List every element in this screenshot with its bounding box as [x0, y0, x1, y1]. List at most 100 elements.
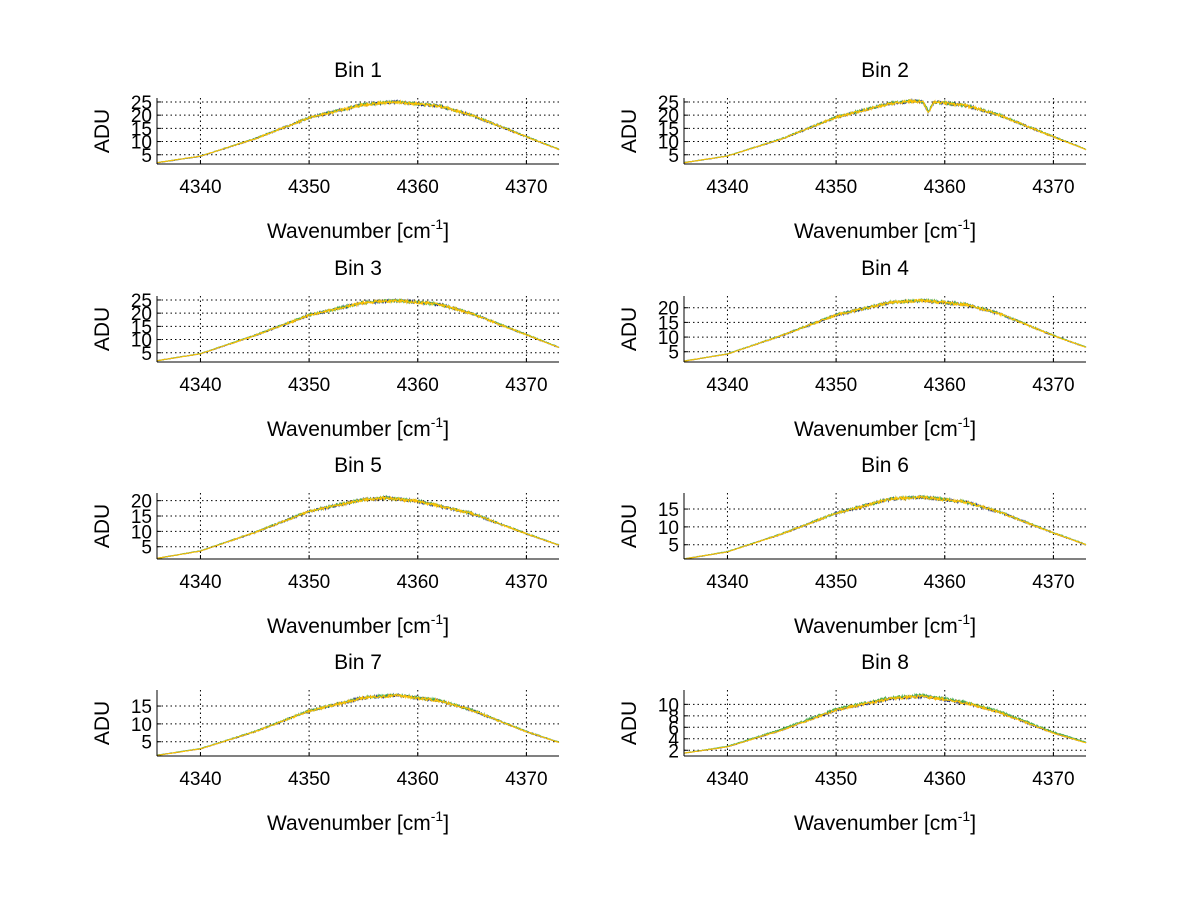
y-tick-label-bin-1-3: 20 — [131, 106, 152, 127]
x-axis-label-end-bin-7: ] — [443, 812, 449, 835]
x-axis-label-end-bin-4: ] — [970, 418, 976, 441]
series-line-bin-3-yellow — [157, 298, 560, 362]
x-tick-label-bin-3-2: 4360 — [397, 375, 439, 396]
y-tick-label-bin-2-1: 10 — [658, 133, 679, 154]
series-line-bin-2-yellow — [683, 98, 1086, 164]
y-tick-label-bin-1-4: 25 — [131, 93, 152, 114]
y-tick-label-bin-3-0: 5 — [141, 344, 152, 365]
x-tick-label-bin-3-3: 4370 — [505, 375, 547, 396]
y-axis-label-bin-1: ADU — [91, 109, 114, 153]
x-tick-label-bin-8-1: 4350 — [815, 769, 857, 790]
y-tick-label-bin-6-1: 10 — [658, 518, 679, 539]
x-axis-label-text-bin-6: Wavenumber [cm — [794, 615, 958, 638]
x-tick-label-bin-1-3: 4370 — [505, 177, 547, 198]
x-axis-label-superscript-bin-6: -1 — [958, 611, 971, 627]
x-tick-label-bin-7-1: 4350 — [288, 769, 330, 790]
y-axis-label-bin-8: ADU — [618, 701, 641, 745]
y-tick-label-bin-4-3: 20 — [658, 299, 679, 320]
series-line-bin-8-yellow — [683, 694, 1087, 754]
x-tick-label-bin-6-1: 4350 — [815, 572, 857, 593]
x-tick-label-bin-1-0: 4340 — [179, 177, 221, 198]
x-axis-label-superscript-bin-8: -1 — [958, 808, 971, 824]
y-axis-label-bin-2: ADU — [618, 109, 641, 153]
x-axis-label-bin-7: Wavenumber [cm-1] — [267, 808, 449, 835]
x-tick-label-bin-5-1: 4350 — [288, 572, 330, 593]
y-tick-label-bin-3-2: 15 — [131, 317, 152, 338]
x-axis-label-bin-2: Wavenumber [cm-1] — [794, 216, 976, 243]
y-tick-label-bin-3-3: 20 — [131, 304, 152, 325]
x-axis-label-end-bin-8: ] — [970, 812, 976, 835]
y-tick-label-bin-7-1: 10 — [131, 715, 152, 736]
series-line-bin-4-yellow — [684, 298, 1087, 362]
y-tick-label-bin-1-1: 10 — [131, 133, 152, 154]
y-tick-label-bin-2-0: 5 — [668, 146, 679, 167]
y-tick-label-bin-5-0: 5 — [141, 538, 152, 559]
x-axis-label-superscript-bin-4: -1 — [958, 414, 971, 430]
chart-title-bin-7: Bin 7 — [334, 651, 382, 674]
y-axis-label-bin-6: ADU — [618, 504, 641, 548]
y-tick-label-bin-5-1: 10 — [131, 522, 152, 543]
x-tick-label-bin-6-2: 4360 — [924, 572, 966, 593]
y-tick-label-bin-3-4: 25 — [131, 291, 152, 312]
x-axis-label-end-bin-5: ] — [443, 615, 449, 638]
y-axis-label-bin-3: ADU — [91, 307, 114, 351]
series-line-bin-5-yellow — [156, 495, 560, 559]
x-axis-label-end-bin-2: ] — [970, 220, 976, 243]
chart-title-bin-3: Bin 3 — [334, 257, 382, 280]
x-axis-label-end-bin-1: ] — [443, 220, 449, 243]
x-tick-label-bin-4-2: 4360 — [924, 375, 966, 396]
chart-title-bin-6: Bin 6 — [861, 454, 909, 477]
x-tick-label-bin-6-3: 4370 — [1032, 572, 1074, 593]
x-axis-label-text-bin-4: Wavenumber [cm — [794, 418, 958, 441]
chart-title-bin-8: Bin 8 — [861, 651, 909, 674]
y-tick-label-bin-2-4: 25 — [658, 93, 679, 114]
x-tick-label-bin-7-3: 4370 — [505, 769, 547, 790]
series-line-bin-1-yellow — [156, 99, 560, 164]
x-axis-label-bin-1: Wavenumber [cm-1] — [267, 216, 449, 243]
y-tick-label-bin-8-2: 6 — [668, 718, 679, 739]
chart-title-bin-5: Bin 5 — [334, 454, 382, 477]
x-tick-label-bin-1-2: 4360 — [397, 177, 439, 198]
x-tick-label-bin-5-3: 4370 — [505, 572, 547, 593]
x-axis-label-end-bin-3: ] — [443, 418, 449, 441]
x-tick-label-bin-8-2: 4360 — [924, 769, 966, 790]
y-axis-label-bin-5: ADU — [91, 504, 114, 548]
x-axis-label-bin-3: Wavenumber [cm-1] — [267, 414, 449, 441]
x-axis-label-superscript-bin-5: -1 — [431, 611, 444, 627]
y-tick-label-bin-8-0: 2 — [668, 741, 679, 762]
x-axis-label-text-bin-8: Wavenumber [cm — [794, 812, 958, 835]
x-tick-label-bin-2-2: 4360 — [924, 177, 966, 198]
y-tick-label-bin-5-2: 15 — [131, 507, 152, 528]
series-line-bin-6-yellow — [683, 494, 1087, 560]
x-tick-label-bin-1-1: 4350 — [288, 177, 330, 198]
x-axis-label-bin-8: Wavenumber [cm-1] — [794, 808, 976, 835]
x-tick-label-bin-4-3: 4370 — [1032, 375, 1074, 396]
x-tick-label-bin-5-0: 4340 — [179, 572, 221, 593]
x-axis-label-superscript-bin-1: -1 — [431, 216, 444, 232]
x-tick-label-bin-5-2: 4360 — [397, 572, 439, 593]
y-tick-label-bin-7-2: 15 — [131, 697, 152, 718]
x-axis-label-superscript-bin-2: -1 — [958, 216, 971, 232]
x-tick-label-bin-4-1: 4350 — [815, 375, 857, 396]
chart-title-bin-4: Bin 4 — [861, 257, 909, 280]
y-tick-label-bin-2-2: 15 — [658, 119, 679, 140]
y-tick-label-bin-4-0: 5 — [668, 343, 679, 364]
x-tick-label-bin-2-3: 4370 — [1032, 177, 1074, 198]
y-tick-label-bin-6-0: 5 — [668, 536, 679, 557]
y-axis-label-bin-7: ADU — [91, 701, 114, 745]
x-axis-label-bin-5: Wavenumber [cm-1] — [267, 611, 449, 638]
x-tick-label-bin-8-3: 4370 — [1032, 769, 1074, 790]
y-tick-label-bin-1-0: 5 — [141, 146, 152, 167]
y-tick-label-bin-5-3: 20 — [131, 492, 152, 513]
y-tick-label-bin-3-1: 10 — [131, 331, 152, 352]
x-axis-label-text-bin-1: Wavenumber [cm — [267, 220, 431, 243]
x-tick-label-bin-3-1: 4350 — [288, 375, 330, 396]
y-tick-label-bin-7-0: 5 — [141, 733, 152, 754]
